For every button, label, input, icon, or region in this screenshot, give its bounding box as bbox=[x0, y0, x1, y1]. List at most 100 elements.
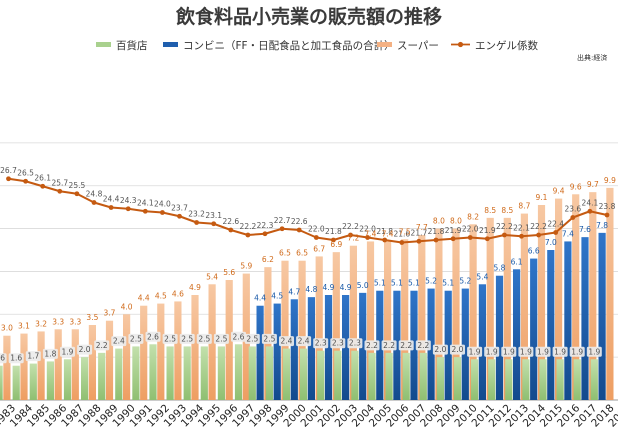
bar-super-2007 bbox=[418, 235, 426, 400]
label-dept-box-1990 bbox=[111, 336, 127, 347]
bar-super-1994 bbox=[191, 295, 199, 400]
bar-dept-2007 bbox=[402, 352, 410, 400]
engel-line: 26.7 26.526.125.7 25.524.824.4 24.3 24.1 24.0… bbox=[0, 166, 616, 245]
engel-point-1991 bbox=[142, 208, 148, 214]
bar-cvs-2015 bbox=[547, 250, 555, 400]
bar-cvs-2010 bbox=[461, 288, 469, 400]
engel-label-2002: 21.8 bbox=[325, 227, 342, 236]
label-super-2001: 6.7 bbox=[313, 244, 325, 253]
bar-dept-1989 bbox=[98, 352, 106, 400]
bar-super-1996 bbox=[225, 280, 233, 400]
bar-super-2014 bbox=[537, 205, 546, 400]
bar-cvs-2001 bbox=[307, 297, 315, 400]
label-dept-box-1999 bbox=[261, 333, 277, 344]
label-super-1999: 6.5 bbox=[279, 249, 291, 258]
bar-super-2018 bbox=[606, 187, 614, 400]
label-dept-1987: 1.9 bbox=[62, 347, 74, 356]
bar-cvs-2018 bbox=[598, 232, 606, 400]
bar-cvs-1999 bbox=[273, 303, 281, 400]
legend: 百貨店 コンビニ（FF・日配食品と加工食品の合計） スーパー エンゲル係数 bbox=[96, 39, 538, 52]
engel-label-2016: 23.6 bbox=[564, 205, 581, 214]
label-dept-2012: 1.9 bbox=[486, 347, 498, 356]
engel-point-1990 bbox=[125, 206, 131, 212]
label-dept-box-2013 bbox=[501, 346, 517, 357]
engel-point-2000 bbox=[296, 227, 302, 233]
label-cvs-1998: 4.4 bbox=[254, 294, 266, 303]
bar-dept-2005 bbox=[368, 352, 376, 400]
bar-super-1988 bbox=[88, 325, 96, 400]
engel-label-1996: 22.6 bbox=[222, 217, 239, 226]
engel-label-1992: 24.0 bbox=[154, 200, 171, 209]
engel-label-1984: 26.5 bbox=[17, 168, 34, 177]
bar-dept-2008 bbox=[419, 352, 427, 400]
engel-label-1994: 23.2 bbox=[188, 210, 205, 219]
label-dept-1985: 1.7 bbox=[27, 352, 39, 361]
bar-dept-2013 bbox=[505, 359, 513, 400]
label-dept-box-1994 bbox=[179, 333, 195, 344]
bar-super-2000 bbox=[298, 260, 306, 400]
label-super-2006: 7.5 bbox=[399, 227, 411, 236]
engel-label-2018: 23.8 bbox=[599, 202, 616, 211]
bar-dept-1983 bbox=[0, 365, 3, 400]
label-super-2016: 9.6 bbox=[570, 182, 582, 191]
label-super-2002: 6.9 bbox=[330, 240, 342, 249]
label-dept-2004: 2.3 bbox=[349, 339, 361, 348]
legend-marker-engel bbox=[457, 41, 464, 48]
label-dept-1991: 2.5 bbox=[130, 334, 142, 343]
bars bbox=[0, 187, 614, 400]
bar-cvs-2016 bbox=[564, 241, 572, 400]
label-cvs-2017: 7.6 bbox=[579, 225, 591, 234]
label-cvs-2000: 4.7 bbox=[288, 287, 300, 296]
bar-dept-2012 bbox=[488, 359, 496, 400]
bar-dept-1998 bbox=[248, 346, 256, 400]
label-super-2007: 7.7 bbox=[416, 223, 428, 232]
label-cvs-2004: 5.0 bbox=[357, 281, 369, 290]
label-super-1994: 4.9 bbox=[189, 283, 201, 292]
label-cvs-2016: 7.4 bbox=[562, 229, 574, 238]
legend-label-cvs: コンビニ（FF・日配食品と加工食品の合計） bbox=[183, 39, 395, 52]
label-super-2012: 8.5 bbox=[501, 206, 513, 215]
label-super-2014: 9.1 bbox=[536, 193, 548, 202]
label-super-2018: 9.9 bbox=[604, 176, 616, 185]
bar-dept-2016 bbox=[556, 359, 564, 400]
label-cvs-2009: 5.1 bbox=[442, 279, 454, 288]
engel-point-1999 bbox=[279, 226, 285, 232]
label-super-2008: 8.0 bbox=[433, 217, 445, 226]
bar-super-2010 bbox=[469, 224, 477, 400]
engel-label-2004: 22.0 bbox=[359, 225, 376, 234]
label-cvs-2010: 5.2 bbox=[459, 277, 471, 286]
label-dept-2008: 2.2 bbox=[417, 341, 429, 350]
bar-super-1999 bbox=[281, 260, 289, 400]
label-dept-2000: 2.4 bbox=[281, 337, 293, 346]
engel-label-2010: 22.0 bbox=[462, 225, 479, 234]
bar-cvs-2017 bbox=[581, 237, 589, 400]
label-dept-2018: 1.9 bbox=[588, 347, 600, 356]
bar-dept-1988 bbox=[81, 357, 89, 400]
label-dept-box-2006 bbox=[381, 340, 397, 351]
bar-dept-2017 bbox=[573, 359, 581, 400]
label-super-1996: 5.6 bbox=[223, 268, 235, 277]
bar-super-1983 bbox=[3, 335, 11, 400]
engel-label-2011: 21.9 bbox=[479, 226, 496, 235]
label-dept-box-1995 bbox=[196, 333, 212, 344]
label-super-1989: 3.7 bbox=[104, 309, 116, 318]
engel-label-2015: 22.4 bbox=[547, 220, 564, 229]
engel-point-2017 bbox=[587, 208, 593, 214]
bar-super-1985 bbox=[37, 331, 45, 400]
engel-point-2004 bbox=[365, 235, 370, 240]
legend-label-engel: エンゲル係数 bbox=[475, 39, 538, 52]
label-super-1985: 3.2 bbox=[35, 319, 47, 328]
bar-super-1992 bbox=[157, 303, 165, 400]
chart-title: 飲食料品小売業の販売額の推移 bbox=[175, 5, 442, 28]
bar-super-2003 bbox=[349, 245, 357, 400]
bar-cvs-2011 bbox=[478, 284, 486, 400]
bar-super-1998 bbox=[264, 267, 272, 400]
bar-dept-1997 bbox=[234, 344, 243, 400]
label-cvs-2003: 4.9 bbox=[340, 283, 352, 292]
label-super-2011: 8.5 bbox=[484, 206, 496, 215]
label-dept-1990: 2.4 bbox=[113, 337, 125, 346]
label-super-2009: 8.0 bbox=[450, 217, 462, 226]
source-note: 出典:経済 bbox=[577, 53, 607, 62]
engel-label-1986: 25.7 bbox=[51, 178, 68, 187]
label-cvs-2008: 5.2 bbox=[425, 277, 437, 286]
